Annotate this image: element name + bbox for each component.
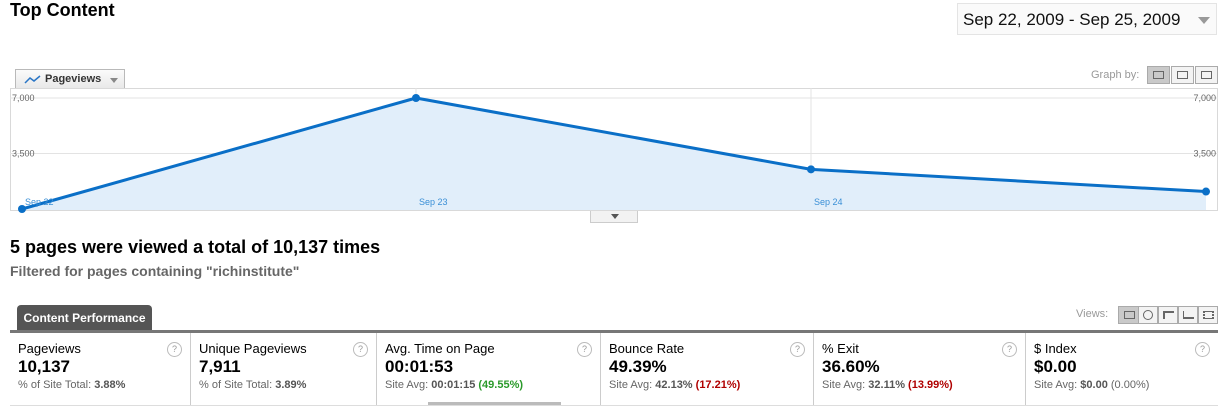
y-tick-label-2: 7,000 — [1193, 93, 1216, 103]
line-chart-icon — [24, 75, 41, 84]
graph-by-label: Graph by: — [1091, 69, 1140, 81]
metric-footnote: Site Avg: 00:01:15 (49.55%) — [385, 379, 524, 391]
graph-by-day-button[interactable] — [1147, 66, 1170, 84]
metric-value: 36.60% — [822, 357, 880, 376]
chart-frame — [10, 88, 1218, 211]
chevron-down-icon[interactable] — [1198, 17, 1210, 24]
tab-content-performance[interactable]: Content Performance — [17, 305, 152, 331]
metric-footnote: Site Avg: 32.11% (13.99%) — [822, 379, 953, 391]
pivot-view-icon — [1203, 311, 1214, 319]
x-tick-label-1: Sep 23 — [419, 197, 448, 207]
metric-label: $ Index — [1034, 341, 1077, 356]
pageviews-chart-svg: 7,000 3,500 7,000 3,500 Sep 22 Sep 23 Sep 24 — [10, 88, 1218, 213]
metrics-summary-row: Pageviews ? 10,137 % of Site Total: 3.88… — [10, 333, 1218, 406]
pie-view-icon — [1143, 310, 1153, 320]
view-performance-button[interactable] — [1158, 306, 1178, 324]
date-range-selector[interactable]: Sep 22, 2009 - Sep 25, 2009 — [957, 3, 1217, 35]
graph-by-week-button[interactable] — [1171, 66, 1194, 84]
y-tick-label-3: 3,500 — [1193, 149, 1216, 159]
chart-collapse-handle[interactable] — [590, 211, 638, 223]
chevron-down-icon — [611, 214, 619, 219]
data-point-0 — [18, 205, 26, 213]
metric-cell-pageviews: Pageviews ? 10,137 % of Site Total: 3.88… — [10, 333, 191, 405]
x-tick-label-2: Sep 24 — [814, 197, 843, 207]
views-label: Views: — [1076, 308, 1109, 320]
data-point-1 — [412, 94, 420, 102]
metric-cell-index: $ Index ? $0.00 Site Avg: $0.00 (0.00%) — [1026, 333, 1218, 405]
view-table-button[interactable] — [1118, 306, 1141, 324]
metric-cell-bounce-rate: Bounce Rate ? 49.39% Site Avg: 42.13% (1… — [601, 333, 814, 405]
summary-headline: 5 pages were viewed a total of 10,137 ti… — [10, 237, 381, 257]
metric-cell-avg-time: Avg. Time on Page ? 00:01:53 Site Avg: 0… — [377, 333, 601, 405]
data-point-3 — [1202, 187, 1210, 196]
metric-footnote: Site Avg: 42.13% (17.21%) — [609, 379, 741, 391]
chevron-down-icon[interactable] — [110, 78, 118, 83]
metric-label: Pageviews — [18, 341, 81, 356]
view-pivot-button[interactable] — [1198, 306, 1218, 324]
metric-cell-exit: % Exit ? 36.60% Site Avg: 32.11% (13.99%… — [814, 333, 1026, 405]
help-icon[interactable]: ? — [353, 342, 368, 357]
y-tick-label-0: 7,000 — [12, 93, 35, 103]
metric-footnote: % of Site Total: 3.89% — [199, 379, 307, 391]
metric-label: Bounce Rate — [609, 341, 685, 356]
help-icon[interactable]: ? — [1002, 342, 1017, 357]
page-title: Top Content — [10, 0, 115, 20]
horizontal-scrollbar[interactable] — [428, 402, 561, 405]
graph-metric-dropdown[interactable]: Pageviews — [15, 69, 125, 89]
metric-label: Unique Pageviews — [199, 341, 307, 356]
x-tick-label-0: Sep 22 — [25, 197, 54, 207]
performance-view-icon — [1163, 311, 1174, 319]
help-icon[interactable]: ? — [790, 342, 805, 357]
metric-footnote: % of Site Total: 3.88% — [18, 379, 126, 391]
metric-value: 10,137 — [18, 357, 70, 376]
help-icon[interactable]: ? — [167, 342, 182, 357]
date-range-text: Sep 22, 2009 - Sep 25, 2009 — [963, 10, 1181, 29]
data-point-2 — [807, 165, 815, 174]
tab-label: Content Performance — [23, 311, 146, 325]
graph-week-icon — [1177, 71, 1188, 79]
series-line — [21, 96, 1207, 211]
metric-label: % Exit — [822, 341, 859, 356]
graph-day-icon — [1153, 71, 1164, 79]
metric-value: 00:01:53 — [385, 357, 454, 376]
view-pie-button[interactable] — [1138, 306, 1158, 324]
metric-cell-unique-pageviews: Unique Pageviews ? 7,911 % of Site Total… — [191, 333, 377, 405]
graph-month-icon — [1201, 71, 1212, 79]
comparison-view-icon — [1183, 311, 1194, 319]
pageviews-chart: 7,000 3,500 7,000 3,500 Sep 22 Sep 23 Sep 24 — [10, 88, 1218, 223]
table-view-icon — [1124, 311, 1135, 319]
summary-filter-text: Filtered for pages containing "richinsti… — [10, 263, 300, 279]
help-icon[interactable]: ? — [1195, 342, 1210, 357]
view-comparison-button[interactable] — [1178, 306, 1198, 324]
metric-value: 49.39% — [609, 357, 667, 376]
tab-divider — [10, 330, 1218, 333]
y-tick-label-1: 3,500 — [12, 149, 35, 159]
graph-metric-label: Pageviews — [45, 73, 102, 85]
metric-value: 7,911 — [199, 357, 241, 376]
graph-by-month-button[interactable] — [1195, 66, 1218, 84]
metric-footnote: Site Avg: $0.00 (0.00%) — [1034, 379, 1150, 391]
metric-value: $0.00 — [1034, 357, 1077, 376]
metric-label: Avg. Time on Page — [385, 341, 495, 356]
help-icon[interactable]: ? — [577, 342, 592, 357]
